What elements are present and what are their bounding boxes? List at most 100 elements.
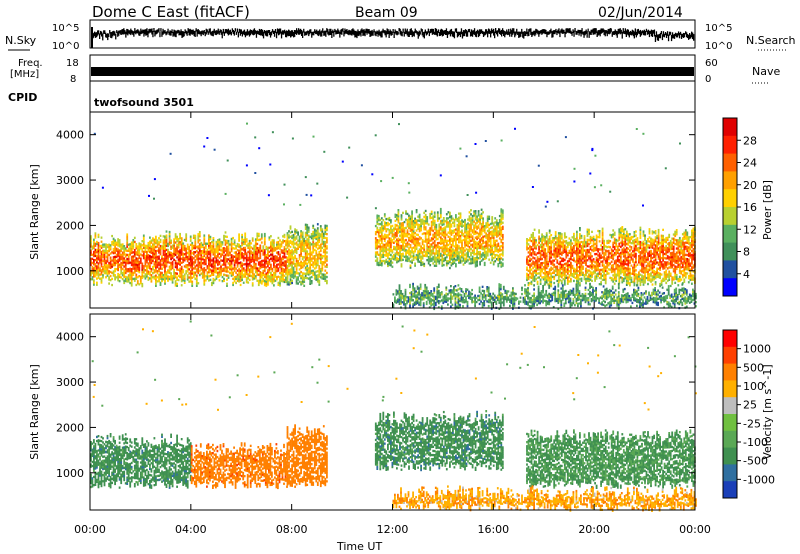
range-gate-cell — [497, 265, 500, 268]
range-gate-cell — [247, 265, 250, 268]
range-gate-cell — [150, 268, 153, 271]
nsky-sample — [138, 30, 140, 36]
range-gate-cell — [321, 228, 324, 231]
range-gate-cell — [171, 244, 174, 247]
nsky-sample — [385, 31, 387, 38]
range-gate-cell — [470, 219, 472, 222]
range-gate-cell — [309, 243, 312, 247]
range-gate-cell — [477, 212, 480, 215]
range-gate-cell — [303, 239, 306, 243]
range-gate-cell — [292, 236, 295, 239]
range-gate-cell — [313, 263, 316, 266]
nsky-sample — [338, 30, 340, 34]
range-gate-cell — [144, 273, 147, 276]
range-gate-cell — [298, 268, 301, 271]
range-gate-cell — [471, 217, 474, 220]
range-gate-cell — [186, 274, 189, 277]
range-gate-cell — [491, 254, 494, 258]
range-gate-cell — [286, 238, 289, 241]
range-gate-cell — [280, 271, 283, 274]
range-gate-cell — [103, 259, 106, 263]
range-gate-cell — [326, 245, 328, 248]
range-gate-cell — [390, 245, 392, 248]
range-gate-cell — [418, 242, 421, 245]
range-gate-cell — [223, 249, 225, 252]
range-gate-cell — [254, 271, 257, 274]
range-gate-cell — [294, 256, 296, 260]
range-gate-cell — [256, 279, 259, 282]
range-gate-cell — [289, 256, 292, 259]
range-gate-cell — [144, 269, 147, 272]
range-gate-cell — [232, 236, 234, 240]
range-gate-cell — [232, 271, 234, 274]
range-gate-cell — [306, 268, 309, 272]
range-gate-cell — [300, 260, 302, 263]
range-gate-cell — [126, 235, 129, 238]
range-gate-cell — [149, 256, 151, 260]
range-gate-cell — [165, 259, 168, 262]
nsky-sample — [326, 28, 328, 33]
range-gate-cell — [280, 261, 283, 264]
range-gate-cell — [385, 258, 388, 261]
range-gate-cell — [271, 267, 274, 271]
range-gate-cell — [260, 274, 263, 277]
range-gate-cell — [482, 229, 484, 232]
nsky-sample — [248, 30, 251, 37]
nsky-sample — [110, 32, 112, 38]
range-gate-cell — [144, 250, 147, 253]
nsky-sample — [376, 30, 378, 34]
range-gate-cell — [204, 244, 207, 247]
range-gate-cell — [105, 267, 107, 271]
range-gate-cell — [120, 272, 123, 275]
nsky-sample — [656, 34, 659, 41]
range-gate-cell — [406, 229, 409, 232]
nsky-sample — [588, 31, 590, 38]
range-gate-cell — [153, 257, 156, 260]
range-gate-cell — [251, 239, 254, 242]
nsky-sample — [186, 31, 188, 36]
nsky-sample — [351, 29, 353, 36]
range-gate-cell — [280, 245, 283, 248]
range-gate-cell — [217, 253, 219, 256]
range-gate-cell — [236, 277, 239, 280]
range-gate-cell — [433, 252, 436, 255]
range-gate-cell — [150, 280, 153, 283]
range-gate-cell — [158, 269, 160, 273]
range-gate-cell — [93, 267, 95, 270]
range-gate-cell — [114, 274, 116, 277]
range-gate-cell — [230, 270, 233, 273]
range-gate-cell — [270, 235, 272, 238]
range-gate-cell — [433, 215, 436, 218]
range-gate-cell — [204, 246, 207, 249]
nsky-sample — [529, 28, 531, 32]
range-gate-cell — [123, 253, 126, 256]
nsky-sample — [634, 28, 636, 36]
nsky-sample — [234, 28, 236, 32]
range-gate-cell — [147, 258, 150, 261]
nsky-sample — [495, 28, 497, 34]
range-gate-cell — [391, 224, 394, 228]
range-gate-cell — [313, 228, 316, 231]
range-gate-cell — [433, 242, 436, 245]
range-gate-cell — [168, 251, 171, 254]
range-gate-cell — [391, 261, 394, 264]
range-gate-cell — [254, 248, 257, 251]
range-gate-cell — [414, 262, 416, 265]
range-gate-cell — [153, 250, 156, 254]
range-gate-cell — [241, 270, 243, 273]
range-gate-cell — [244, 250, 247, 254]
range-gate-cell — [409, 221, 412, 224]
range-gate-cell — [307, 257, 310, 260]
nsky-sample — [221, 31, 223, 39]
range-gate-cell — [111, 243, 113, 246]
range-gate-cell — [115, 268, 118, 271]
nsky-sample — [166, 31, 168, 35]
nsky-sample — [500, 30, 502, 35]
range-gate-cell — [118, 253, 121, 256]
range-gate-cell — [316, 239, 319, 242]
range-gate-cell — [259, 279, 262, 282]
nsky-sample — [182, 31, 184, 38]
range-gate-cell — [438, 262, 441, 265]
range-gate-cell — [233, 269, 236, 273]
